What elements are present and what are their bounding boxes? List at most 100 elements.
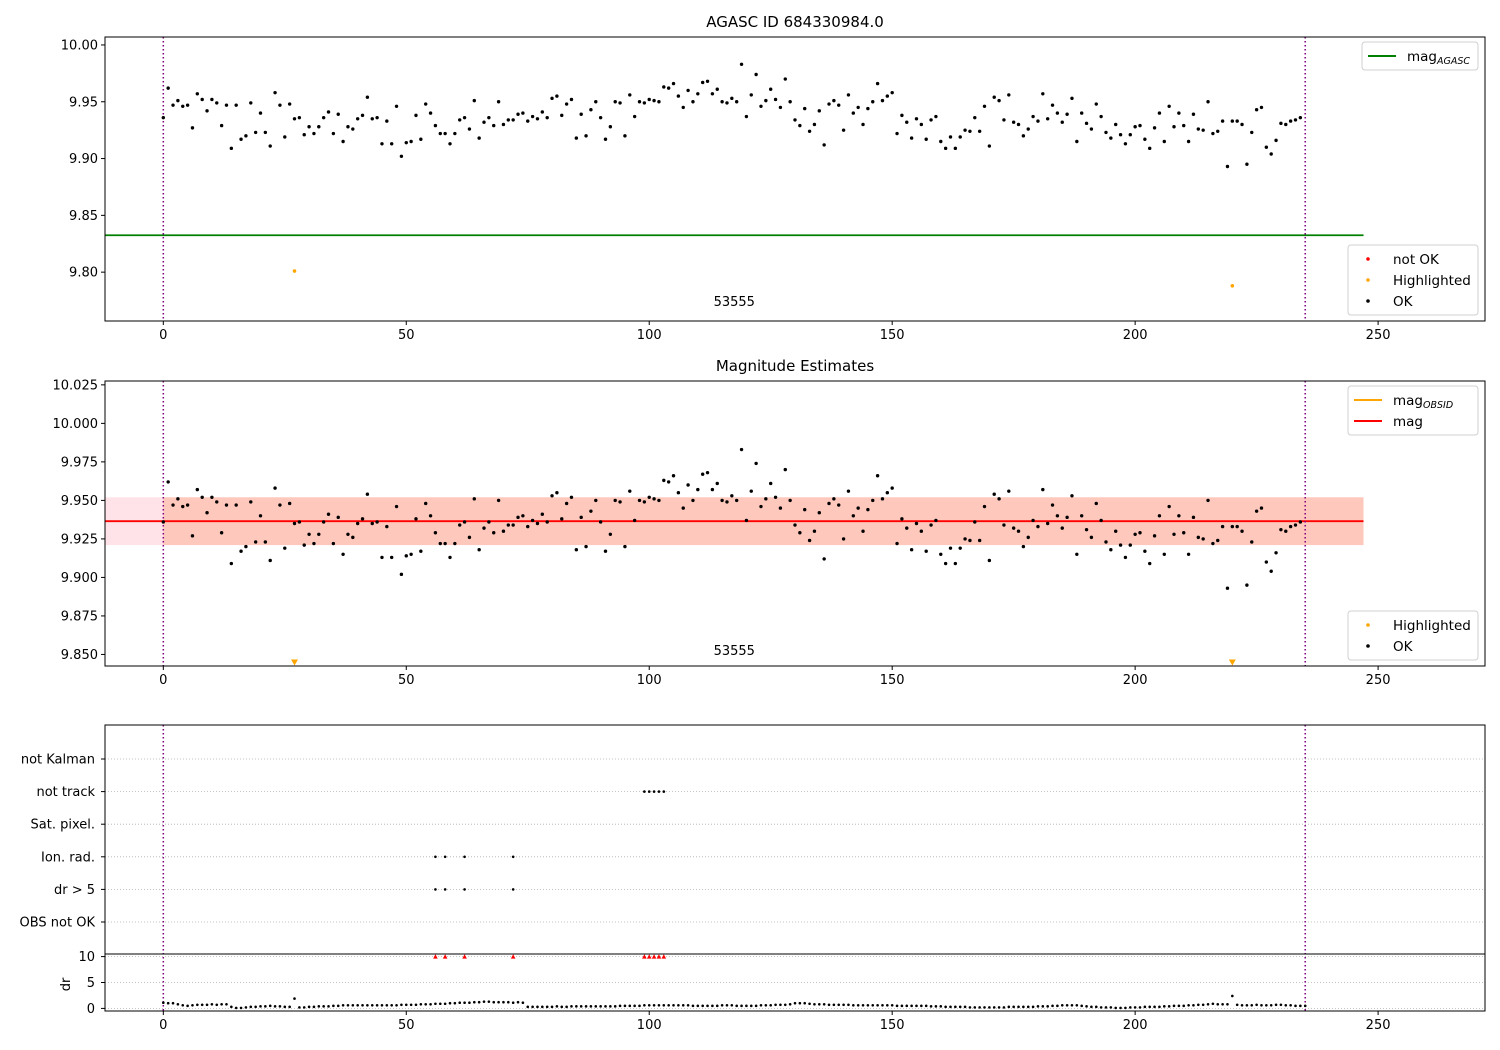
- ok-point: [754, 72, 758, 77]
- ok-point: [181, 504, 185, 509]
- dr-point: [448, 1001, 452, 1005]
- dr-point: [798, 1001, 802, 1005]
- ok-point: [1133, 125, 1137, 129]
- ok-point: [594, 100, 598, 104]
- ok-point: [861, 122, 865, 127]
- dr-point: [681, 1004, 685, 1007]
- dr-point: [793, 1001, 797, 1005]
- dr-point: [1284, 1004, 1288, 1007]
- ok-point: [943, 561, 948, 566]
- flag-label: OBS not OK: [20, 916, 96, 931]
- ok-point: [458, 523, 462, 527]
- ok-point: [705, 470, 710, 475]
- dr-clipped-marker: [656, 954, 662, 959]
- legend-subscript: AGASC: [1436, 56, 1470, 67]
- dr-point: [1119, 1006, 1122, 1010]
- ok-point: [642, 500, 647, 504]
- ok-point: [676, 94, 681, 98]
- ok-point: [841, 128, 846, 132]
- ok-point: [1060, 120, 1064, 124]
- ok-point: [1060, 526, 1064, 530]
- ok-point: [526, 119, 530, 123]
- dr-point: [895, 1004, 899, 1008]
- ok-point: [516, 515, 520, 520]
- ok-point: [963, 128, 967, 132]
- legend-label: mag: [1393, 414, 1423, 430]
- ok-point: [467, 127, 472, 131]
- ok-point: [482, 526, 486, 530]
- dr-point: [434, 1002, 437, 1006]
- dr-point: [443, 1002, 447, 1006]
- dr-point: [954, 1005, 957, 1009]
- ok-point: [404, 554, 408, 558]
- ok-point: [428, 111, 433, 115]
- ok-point: [851, 514, 856, 518]
- dr-point: [380, 1004, 384, 1007]
- ok-point: [545, 520, 549, 524]
- dr-point: [1192, 1004, 1195, 1007]
- ok-point: [385, 119, 389, 123]
- dr-point: [1133, 1006, 1137, 1009]
- dr-point: [1303, 1004, 1307, 1008]
- ok-point: [292, 521, 297, 526]
- y-tick-label: 9.900: [61, 571, 98, 586]
- ok-point: [1118, 543, 1123, 547]
- dr-point: [808, 1002, 811, 1006]
- dr-point: [341, 1004, 345, 1007]
- dr-point: [589, 1005, 593, 1008]
- dr-point: [1051, 1004, 1054, 1008]
- ok-point: [764, 497, 768, 501]
- ok-point: [351, 127, 355, 131]
- dr-point: [1162, 1005, 1166, 1008]
- dr-point: [370, 1004, 374, 1007]
- dr-point: [1046, 1005, 1049, 1008]
- dr-point: [701, 1004, 704, 1008]
- ok-point: [1264, 560, 1269, 564]
- dr-point: [1124, 1006, 1127, 1010]
- ok-point: [574, 136, 579, 140]
- ok-point: [317, 532, 321, 536]
- ok-point: [1148, 561, 1152, 566]
- dr-point: [575, 1005, 578, 1008]
- dr-point: [259, 1005, 262, 1008]
- dr-point: [1235, 1003, 1239, 1007]
- dr-point: [643, 1004, 646, 1007]
- ok-point: [594, 498, 598, 503]
- ok-point: [351, 535, 355, 540]
- flag-point: [652, 790, 656, 793]
- ok-point: [1084, 527, 1089, 532]
- ok-point: [676, 490, 681, 495]
- ok-point: [875, 474, 880, 478]
- ok-point: [161, 520, 166, 524]
- x-tick-label: 150: [880, 673, 905, 688]
- ok-point: [438, 131, 442, 136]
- ok-point: [1264, 145, 1269, 149]
- ok-point: [1152, 126, 1157, 130]
- ok-point: [482, 120, 486, 124]
- ok-point: [584, 134, 588, 138]
- ok-point: [258, 111, 263, 115]
- ok-point: [1172, 532, 1176, 536]
- ok-point: [550, 96, 554, 101]
- flag-point: [657, 790, 661, 793]
- ok-point: [880, 98, 885, 103]
- dr-point: [536, 1005, 539, 1009]
- dr-point: [1026, 1005, 1030, 1009]
- dr-point: [1153, 1005, 1156, 1009]
- dr-point: [560, 1005, 564, 1009]
- dr-clipped-marker: [442, 954, 448, 959]
- dr-point: [623, 1004, 627, 1008]
- ok-point: [841, 537, 846, 541]
- dr-point: [555, 1005, 559, 1008]
- ok-point: [414, 113, 418, 118]
- ok-point: [1152, 534, 1157, 538]
- dr-point: [288, 1005, 291, 1009]
- dr-point: [1041, 1005, 1045, 1008]
- ok-point: [1084, 121, 1089, 126]
- x-tick-label: 50: [398, 1018, 415, 1033]
- ok-point: [496, 100, 501, 104]
- ok-point: [550, 494, 554, 498]
- ok-point: [720, 100, 724, 104]
- ok-point: [1167, 504, 1171, 509]
- ok-point: [725, 101, 729, 105]
